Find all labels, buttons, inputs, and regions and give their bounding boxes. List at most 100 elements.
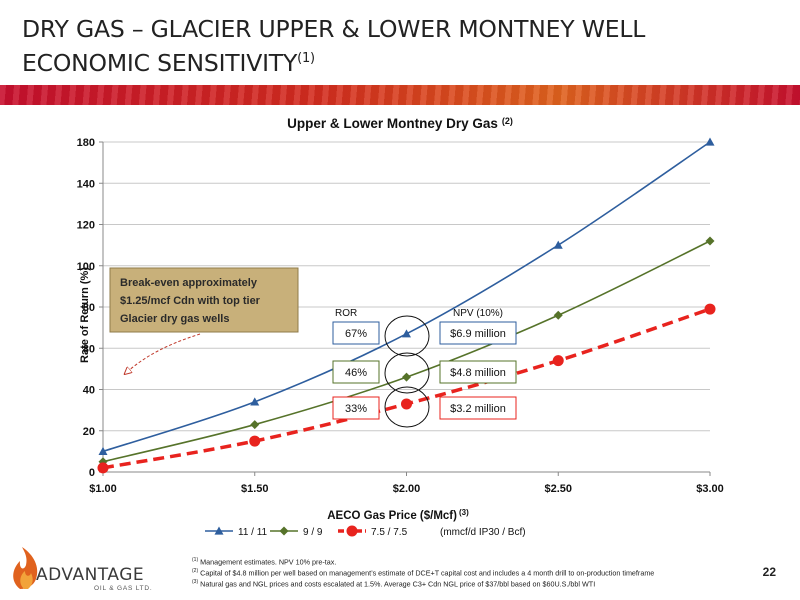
annotation-box xyxy=(109,267,299,333)
x-tick-labels: $1.00 $1.50 $2.00 $2.50 $3.00 xyxy=(89,483,724,495)
series-2-point-3 xyxy=(402,372,411,382)
callout-ror-box-2 xyxy=(332,360,380,384)
callout-npv-box-3 xyxy=(439,396,517,420)
slide-title: DRY GAS – GLACIER UPPER & LOWER MONTNEY … xyxy=(22,14,762,78)
series-3-point-5 xyxy=(704,303,716,315)
series-2-point-5 xyxy=(705,236,715,246)
callout-npv-box-1 xyxy=(439,321,517,345)
legend-entry-2: 9 / 9 xyxy=(270,526,323,538)
company-logo: ADVANTAGE OIL & GAS LTD. xyxy=(6,545,156,595)
chart-series xyxy=(97,137,716,474)
series-3-point-1 xyxy=(97,462,109,474)
y-tick-label-0: 0 xyxy=(89,467,95,479)
annotation-line-1: Break-even approximately xyxy=(120,277,258,289)
y-tick-labels: 0 20 40 80 80 100 120 140 180 xyxy=(77,137,95,479)
callout-ror-value-2: 46% xyxy=(345,367,367,379)
callout-npv-value-2: $4.8 million xyxy=(450,367,506,379)
y-tick-label-4: 80 xyxy=(83,302,95,314)
x-tick-label-0: $1.00 xyxy=(89,483,117,495)
npv-header: NPV (10%) xyxy=(453,308,503,319)
slide-title-text: DRY GAS – GLACIER UPPER & LOWER MONTNEY … xyxy=(22,15,646,77)
flame-icon xyxy=(13,547,38,589)
callout-circle-1 xyxy=(384,315,430,357)
break-even-annotation: Break-even approximately $1.25/mcf Cdn w… xyxy=(109,267,299,372)
logo-word: ADVANTAGE xyxy=(36,565,145,585)
series-1-point-2 xyxy=(250,397,260,406)
chart-axes xyxy=(99,141,711,476)
chart-title-text: Upper & Lower Montney Dry Gas xyxy=(287,116,498,131)
chart-legend: 11 / 11 9 / 9 7.5 / 7.5 xyxy=(205,525,408,538)
y-tick-label-2: 40 xyxy=(83,385,95,397)
annotation-arrow xyxy=(127,333,201,372)
y-tick-label-6: 120 xyxy=(77,220,95,232)
footnote-3: (3) Natural gas and NGL prices and costs… xyxy=(192,577,752,589)
footnote-1: (1) Management estimates. NPV 10% pre-ta… xyxy=(192,555,752,567)
chart-gridlines xyxy=(103,141,710,432)
logo-sub: OIL & GAS LTD. xyxy=(94,585,153,592)
series-2-point-4 xyxy=(553,310,563,320)
legend-note: (mmcf/d IP30 / Bcf) xyxy=(440,527,526,538)
chart-title: Upper & Lower Montney Dry Gas (2) xyxy=(287,116,513,131)
series-3 xyxy=(97,303,716,474)
y-axis-label: Rate of Return (%) xyxy=(79,267,91,363)
callout-npv-value-1: $6.9 million xyxy=(450,328,506,340)
y-tick-label-7: 140 xyxy=(77,178,95,190)
callout-row-3: 33% $3.2 million xyxy=(332,386,517,428)
x-axis-label: AECO Gas Price ($/Mcf) (3) xyxy=(327,508,469,522)
series-1 xyxy=(98,137,715,455)
ror-header: ROR xyxy=(335,308,357,319)
series-2-point-2 xyxy=(250,420,260,430)
series-3-point-3 xyxy=(401,398,412,410)
series-3-point-2 xyxy=(249,435,261,447)
x-tick-label-2: $2.00 xyxy=(393,483,421,495)
x-tick-label-1: $1.50 xyxy=(241,483,269,495)
series-3-point-4 xyxy=(552,355,564,367)
x-axis-label-text: AECO Gas Price ($/Mcf) xyxy=(327,510,457,522)
callout-ror-value-3: 33% xyxy=(345,403,367,415)
y-tick-label-3: 80 xyxy=(83,343,95,355)
callout-circle-3 xyxy=(384,386,430,428)
footnote-3-text: Natural gas and NGL prices and costs esc… xyxy=(200,579,596,589)
callout-circle-2 xyxy=(384,352,430,394)
footnote-1-text: Management estimates. NPV 10% pre-tax. xyxy=(200,557,337,567)
y-tick-label-8: 180 xyxy=(77,137,95,149)
footnote-2: (2) Capital of $4.8 million per well bas… xyxy=(192,566,752,578)
footnote-3-ref: (3) xyxy=(192,579,199,585)
x-tick-label-3: $2.50 xyxy=(544,483,572,495)
series-2 xyxy=(98,236,715,467)
legend-label-1: 11 / 11 xyxy=(238,527,268,538)
x-tick-label-4: $3.00 xyxy=(696,483,724,495)
legend-swatch-marker-1 xyxy=(214,526,224,535)
legend-entry-1: 11 / 11 xyxy=(205,526,268,538)
callout-row-1: 67% $6.9 million xyxy=(332,315,517,357)
callout-ror-box-1 xyxy=(332,321,380,345)
callout-npv-box-2 xyxy=(439,360,517,384)
callout-ror-value-1: 67% xyxy=(345,328,367,340)
footnote-1-ref: (1) xyxy=(192,557,199,563)
footnote-2-text: Capital of $4.8 million per well based o… xyxy=(200,568,655,578)
legend-swatch-marker-3 xyxy=(346,525,358,537)
slide-title-footnote-ref: (1) xyxy=(297,51,315,66)
legend-swatch-marker-2 xyxy=(279,526,289,536)
callout-row-2: 46% $4.8 million xyxy=(332,352,517,394)
page-number: 22 xyxy=(762,565,776,579)
callout-ror-box-3 xyxy=(332,396,380,420)
y-tick-label-5: 100 xyxy=(77,261,95,273)
legend-entry-3: 7.5 / 7.5 xyxy=(338,525,408,538)
series-1-point-4 xyxy=(553,240,563,249)
legend-label-2: 9 / 9 xyxy=(303,527,323,538)
chart-title-footnote-ref: (2) xyxy=(502,116,513,126)
legend-label-3: 7.5 / 7.5 xyxy=(371,527,408,538)
annotation-line-2: $1.25/mcf Cdn with top tier xyxy=(120,295,261,307)
series-1-point-5 xyxy=(705,137,715,146)
series-1-point-3 xyxy=(402,329,411,338)
header-band xyxy=(0,85,800,105)
y-tick-label-1: 20 xyxy=(83,426,95,438)
annotation-line-3: Glacier dry gas wells xyxy=(120,313,229,325)
series-1-point-1 xyxy=(98,446,108,455)
callout-panel: ROR NPV (10%) 67% $6.9 million 46% $4.8 … xyxy=(332,308,517,428)
callout-npv-value-3: $3.2 million xyxy=(450,403,506,415)
footnote-2-ref: (2) xyxy=(192,568,199,574)
x-axis-label-footnote-ref: (3) xyxy=(459,508,469,517)
